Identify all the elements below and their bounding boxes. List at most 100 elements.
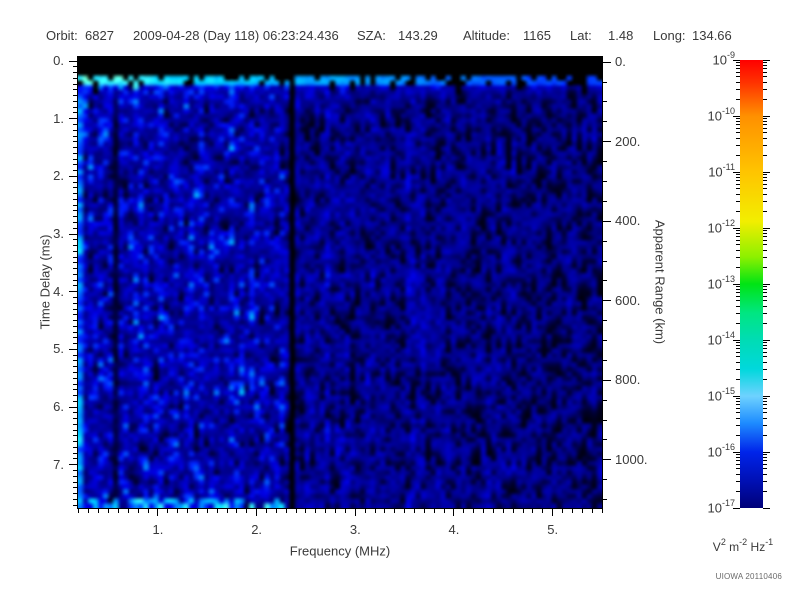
cbar-minor-tick-left: [736, 361, 740, 363]
y-minor-tick: [73, 193, 77, 195]
y2-minor-tick: [603, 359, 607, 361]
cbar-minor-tick-left: [736, 244, 740, 246]
cbar-minor-tick-right: [763, 132, 767, 134]
cbar-major-tick-left: [733, 507, 740, 509]
cbar-minor-tick-right: [763, 460, 767, 462]
x-minor-tick: [167, 509, 169, 513]
x-minor-tick: [177, 509, 179, 513]
y-minor-tick: [73, 296, 77, 298]
y2-major-tick: [603, 379, 611, 381]
x-minor-tick: [246, 509, 248, 513]
y2-tick-label: 1000.: [615, 451, 648, 467]
x-minor-tick: [404, 509, 406, 513]
x-minor-tick: [581, 509, 583, 513]
colorbar-tick-label: 10-13: [707, 274, 735, 292]
cbar-minor-tick-left: [736, 463, 740, 465]
y-minor-tick: [73, 72, 77, 74]
cbar-minor-tick-left: [736, 404, 740, 406]
y2-major-tick: [603, 61, 611, 63]
cbar-minor-tick-left: [736, 137, 740, 139]
y2-minor-tick: [603, 101, 607, 103]
y-minor-tick: [73, 181, 77, 183]
y-major-tick: [69, 60, 77, 62]
cbar-minor-tick-left: [736, 144, 740, 146]
x-minor-tick: [206, 509, 208, 513]
cbar-minor-tick-left: [736, 127, 740, 129]
cbar-minor-tick-right: [763, 454, 767, 456]
y-major-tick: [69, 406, 77, 408]
y2-minor-tick: [603, 340, 607, 342]
cbar-minor-tick-right: [763, 118, 767, 120]
y2-minor-tick: [603, 280, 607, 282]
y-minor-tick: [73, 77, 77, 79]
cbar-minor-tick-left: [736, 434, 740, 436]
y-minor-tick: [73, 273, 77, 275]
x-minor-tick: [374, 509, 376, 513]
cbar-minor-tick-right: [763, 144, 767, 146]
y-tick-label: 3.: [53, 226, 64, 242]
y-minor-tick: [73, 412, 77, 414]
y-minor-tick: [73, 227, 77, 229]
cbar-minor-tick-left: [736, 232, 740, 234]
y-minor-tick: [73, 141, 77, 143]
y-minor-tick: [73, 366, 77, 368]
x-minor-tick: [137, 509, 139, 513]
cbar-minor-tick-left: [736, 351, 740, 353]
cbar-minor-tick-right: [763, 98, 767, 100]
cbar-major-tick-left: [733, 227, 740, 229]
colorbar-tick-label: 10-12: [707, 218, 735, 236]
y-minor-tick: [73, 418, 77, 420]
cbar-minor-tick-left: [736, 424, 740, 426]
x-minor-tick: [275, 509, 277, 513]
y-major-tick: [69, 233, 77, 235]
cbar-minor-tick-right: [763, 342, 767, 344]
cbar-minor-tick-left: [736, 368, 740, 370]
x-major-tick: [256, 509, 258, 516]
y-minor-tick: [73, 487, 77, 489]
credit-text: UIOWA 20110406: [715, 572, 782, 581]
y2-minor-tick: [603, 320, 607, 322]
x-axis-title: Frequency (MHz): [289, 543, 391, 559]
cbar-minor-tick-right: [763, 68, 767, 70]
y-minor-tick: [73, 314, 77, 316]
cbar-major-tick-left: [733, 451, 740, 453]
y2-minor-tick: [603, 499, 607, 501]
x-minor-tick: [315, 509, 317, 513]
cbar-minor-tick-right: [763, 378, 767, 380]
cbar-minor-tick-left: [736, 468, 740, 470]
cbar-minor-tick-right: [763, 463, 767, 465]
y-tick-label: 6.: [53, 399, 64, 415]
orbit-value: 6827: [85, 28, 114, 43]
x-minor-tick: [344, 509, 346, 513]
y-minor-tick: [73, 504, 77, 506]
cbar-major-tick-right: [763, 507, 770, 509]
cbar-minor-tick-left: [736, 378, 740, 380]
y2-tick-label: 200.: [615, 133, 641, 149]
y-minor-tick: [73, 216, 77, 218]
y-minor-tick: [73, 210, 77, 212]
y-minor-tick: [73, 371, 77, 373]
orbit-label: Orbit:: [46, 28, 78, 43]
cbar-minor-tick-right: [763, 361, 767, 363]
cbar-minor-tick-right: [763, 76, 767, 78]
y-major-tick: [69, 348, 77, 350]
y-minor-tick: [73, 377, 77, 379]
cbar-minor-tick-right: [763, 434, 767, 436]
cbar-minor-tick-right: [763, 249, 767, 251]
colorbar-tick-label: 10-10: [707, 106, 735, 124]
cbar-minor-tick-left: [736, 400, 740, 402]
cbar-minor-tick-left: [736, 120, 740, 122]
y-minor-tick: [73, 423, 77, 425]
cbar-minor-tick-right: [763, 124, 767, 126]
y2-major-tick: [603, 300, 611, 302]
spectrogram-plot-area: [78, 57, 602, 508]
y-minor-tick: [73, 147, 77, 149]
y2-minor-tick: [603, 161, 607, 163]
y-minor-tick: [73, 198, 77, 200]
cbar-major-tick-right: [763, 171, 770, 173]
x-tick-label: 3.: [349, 522, 361, 537]
cbar-minor-tick-left: [736, 460, 740, 462]
x-minor-tick: [423, 509, 425, 513]
x-minor-tick: [285, 509, 287, 513]
y2-minor-tick: [603, 81, 607, 83]
